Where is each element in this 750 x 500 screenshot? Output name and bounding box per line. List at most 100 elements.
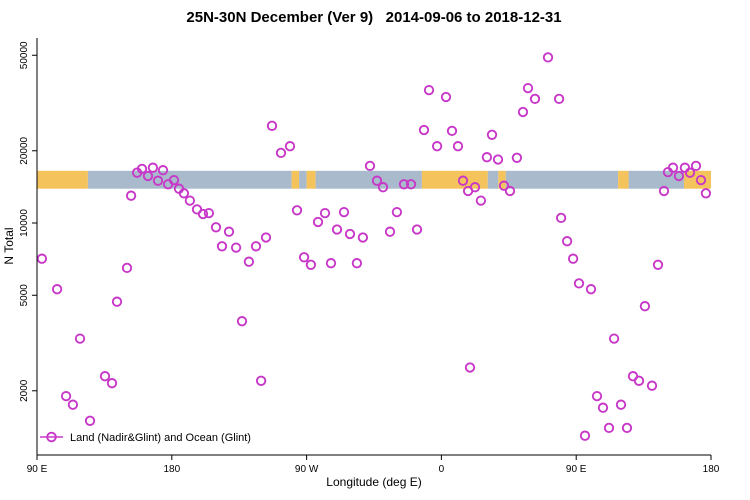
data-point [446,125,458,137]
data-point [121,262,133,274]
data-point [585,284,597,295]
data-point [679,162,691,173]
data-point [216,241,228,252]
data-point [275,147,287,159]
data-point [418,124,430,136]
data-point [67,399,79,410]
x-tick-label: 90 W [295,464,319,475]
data-point [621,422,633,434]
data-point [60,390,72,402]
data-point [250,241,262,252]
data-point [667,162,679,173]
data-point [431,141,443,152]
data-point [111,296,123,307]
data-point [573,278,585,289]
x-axis-label: Longitude (deg E) [326,475,421,489]
data-point [646,380,658,391]
data-point [147,162,159,173]
data-point [284,141,296,152]
data-point [236,316,248,327]
band-segment-land [421,170,488,189]
data-point [504,185,516,197]
data-point [291,205,303,216]
band-segment-land [291,170,300,189]
data-point [542,52,554,63]
data-point [522,82,534,94]
data-point [517,106,529,118]
x-tick-label: 180 [703,464,720,475]
axes: 90 E 180 90 W 0 90 E 180 2000 5000 10000 20000 500… [19,38,720,475]
data-point [405,179,417,190]
data-point [411,224,423,235]
data-point [312,216,324,228]
data-point [298,252,310,263]
data-point [36,253,48,264]
data-point [325,258,337,269]
data-point [142,170,154,182]
band-segment-ocean [315,170,422,189]
data-point [673,170,685,182]
data-point [266,120,278,131]
data-point [210,222,222,233]
data-point [652,259,664,270]
band-segment-ocean [487,170,499,189]
data-point [157,165,169,176]
data-point [51,284,63,295]
y-tick-label: 5000 [19,284,30,307]
data-point [498,180,510,191]
y-tick-label: 2000 [19,379,30,402]
data-point [84,415,96,426]
legend-marker-icon [46,431,57,443]
data-point [184,195,196,206]
band-segment-land [37,170,88,189]
y-tick-label: 50000 [19,41,30,69]
data-point [561,236,573,247]
data-point [319,207,331,219]
data-point [377,182,389,193]
data-point [440,91,452,103]
data-point [452,141,464,152]
data-point [553,93,565,105]
data-point [457,175,469,186]
data-point [591,390,603,402]
chart-title: 25N-30N December (Ver 9) 2014-09-06 to 2… [186,9,561,26]
band-segment-ocean [505,170,619,189]
band-segment-land [498,170,506,189]
data-point [529,93,541,105]
x-tick-label: 180 [163,464,180,475]
band-segment-land [306,170,316,189]
x-tick-label: 90 E [566,464,587,475]
data-point [398,179,410,190]
data-point [344,228,356,240]
data-point [331,224,343,235]
y-tick-label: 20000 [19,136,30,164]
data-point [197,208,209,220]
data-point [658,185,670,197]
data-point [690,160,702,172]
data-point [486,129,498,140]
legend-label: Land (Nadir&Glint) and Ocean (Glint) [70,432,251,444]
data-point [230,242,242,253]
land-ocean-band [37,170,711,189]
data-point [178,188,190,199]
data-point [695,174,707,186]
data-point [136,163,148,175]
data-point [633,375,645,386]
data-point [74,333,86,344]
data-point [260,232,272,243]
y-tick-label: 10000 [19,209,30,237]
band-segment-land [618,170,629,189]
legend: Land (Nadir&Glint) and Ocean (Glint) [40,431,251,444]
data-point [597,402,609,413]
x-tick-label: 0 [439,464,445,475]
data-point [203,207,215,219]
data-point [384,226,396,237]
data-point [492,154,504,165]
data-point [423,84,435,96]
data-point [357,232,369,243]
data-point [464,362,476,373]
data-point [243,256,255,267]
data-points [36,52,712,441]
